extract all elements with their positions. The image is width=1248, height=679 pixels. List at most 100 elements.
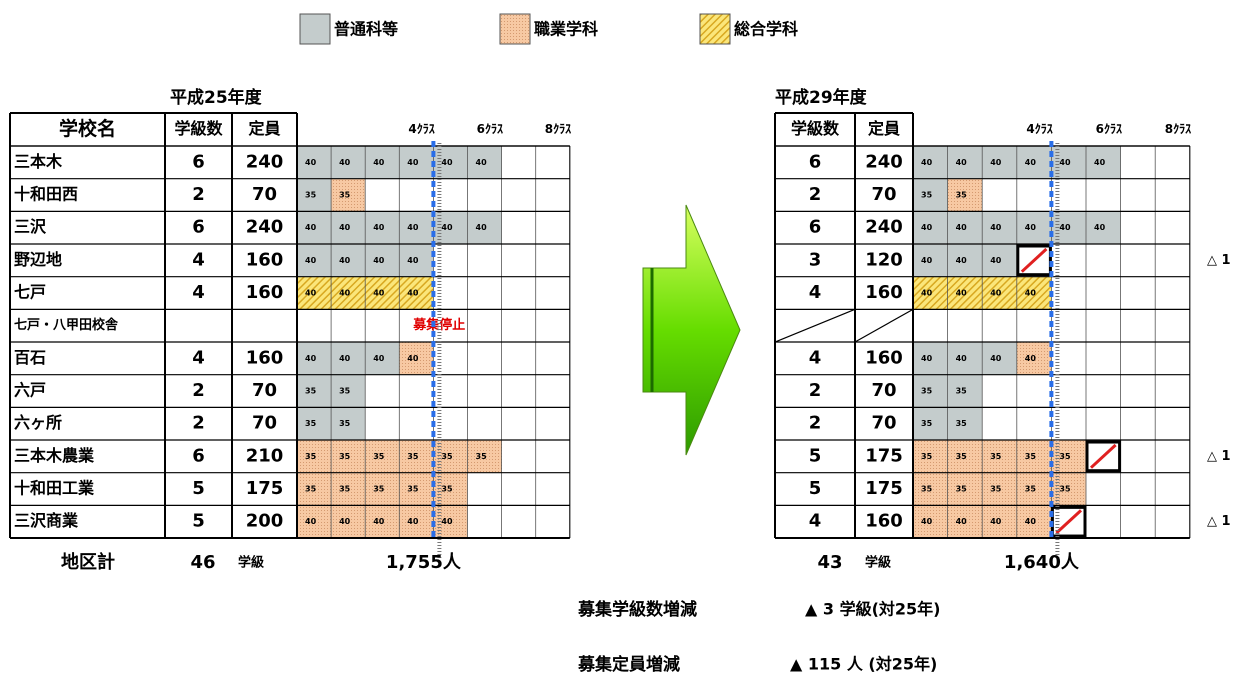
school-name: 七戸・八甲田校舎 [14, 317, 119, 333]
class-cell [982, 472, 1017, 506]
class-cell [1016, 472, 1052, 506]
column-header: 定員 [247, 119, 280, 138]
class-cell [365, 505, 400, 539]
cell-label: 40 [1025, 289, 1037, 298]
capacity: 210 [246, 445, 284, 466]
class-cell [1016, 505, 1052, 539]
class-cell [947, 440, 983, 473]
class-count: 4 [192, 282, 205, 303]
cell-label: 40 [990, 289, 1002, 298]
change: △ 1 [1207, 253, 1231, 268]
class-count: 2 [192, 184, 205, 205]
class-cell [982, 505, 1017, 539]
cell-label: 40 [339, 517, 351, 526]
class-cell [399, 276, 434, 310]
cell-label: 35 [956, 419, 968, 428]
class-cell [947, 374, 983, 408]
class-cell [331, 178, 366, 212]
cell-label: 40 [956, 354, 968, 363]
class-cell [913, 440, 948, 473]
cell-label: 40 [407, 289, 419, 298]
class-cell [1016, 342, 1052, 375]
summary-label: 募集定員増減 [577, 654, 680, 675]
cell-label: 35 [956, 387, 968, 396]
border [1089, 443, 1117, 469]
class-cell [1016, 276, 1052, 310]
cell-label: 40 [339, 158, 351, 167]
cell-label: 40 [407, 223, 419, 232]
class-cell [947, 244, 983, 277]
class-count: 2 [192, 413, 205, 434]
cell-label: 40 [476, 223, 488, 232]
cell-label: 40 [373, 517, 385, 526]
school-name: 十和田西 [14, 185, 78, 204]
cell-label: 40 [956, 256, 968, 265]
class-cell [913, 472, 948, 506]
school-name: 三沢 [14, 217, 47, 236]
cell-label: 40 [305, 223, 317, 232]
class-cell [947, 211, 983, 245]
cell-label: 35 [921, 452, 933, 461]
cell-label: 35 [305, 485, 317, 494]
class-cell [913, 244, 948, 277]
class-cell [399, 244, 434, 277]
capacity: 240 [865, 217, 903, 238]
legend-label: 総合学科 [734, 20, 798, 39]
class-cell [982, 342, 1017, 375]
class-cell [913, 276, 948, 310]
class-cell [947, 146, 983, 179]
note: 募集停止 [412, 317, 465, 333]
cell-label: 40 [921, 256, 933, 265]
summary-value: ▲ 115 人 (対25年) [790, 655, 937, 674]
capacity: 160 [246, 282, 284, 303]
cell-label: 35 [1025, 485, 1037, 494]
class-count: 5 [809, 478, 822, 499]
class-cell [1051, 472, 1086, 506]
capacity: 175 [865, 445, 903, 466]
class-cell [913, 178, 948, 212]
class-cell [331, 244, 366, 277]
capacity: 240 [246, 217, 284, 238]
capacity: 70 [252, 413, 277, 434]
class-cell [399, 440, 434, 473]
column-header: 定員 [867, 119, 900, 138]
class-mark: 6ｸﾗｽ [477, 122, 503, 136]
cell-label: 35 [339, 419, 351, 428]
class-cell [297, 244, 332, 277]
class-cell [331, 146, 366, 179]
cell-label: 35 [305, 387, 317, 396]
class-cell [947, 505, 983, 539]
cell-label: 35 [305, 419, 317, 428]
school-name: 三本木 [14, 152, 63, 171]
class-cell [399, 472, 434, 506]
border [774, 308, 856, 343]
cell-label: 40 [1094, 223, 1106, 232]
class-cell [365, 211, 400, 245]
cell-label: 35 [441, 452, 453, 461]
class-cell [467, 440, 502, 473]
cell-label: 35 [956, 452, 968, 461]
class-mark: 4ｸﾗｽ [1026, 122, 1052, 136]
class-cell [331, 440, 366, 473]
school-name: 六戸 [14, 381, 46, 400]
total-capacity: 1,755人 [386, 552, 462, 573]
cell-label: 40 [407, 354, 419, 363]
cell-label: 40 [990, 223, 1002, 232]
class-count: 2 [809, 184, 822, 205]
class-cell [365, 440, 400, 473]
capacity: 70 [252, 184, 277, 205]
capacity: 175 [246, 478, 284, 499]
legend-swatch [499, 13, 531, 45]
class-cell [365, 276, 400, 310]
class-cell [947, 178, 983, 212]
removed-cell [1016, 244, 1052, 277]
class-cell [982, 211, 1017, 245]
cell-label: 40 [373, 158, 385, 167]
class-count: 6 [809, 151, 822, 172]
cell-label: 35 [956, 191, 968, 200]
legend-swatch [299, 13, 331, 45]
class-cell [913, 374, 948, 408]
class-count: 6 [192, 445, 205, 466]
cell-label: 40 [956, 223, 968, 232]
